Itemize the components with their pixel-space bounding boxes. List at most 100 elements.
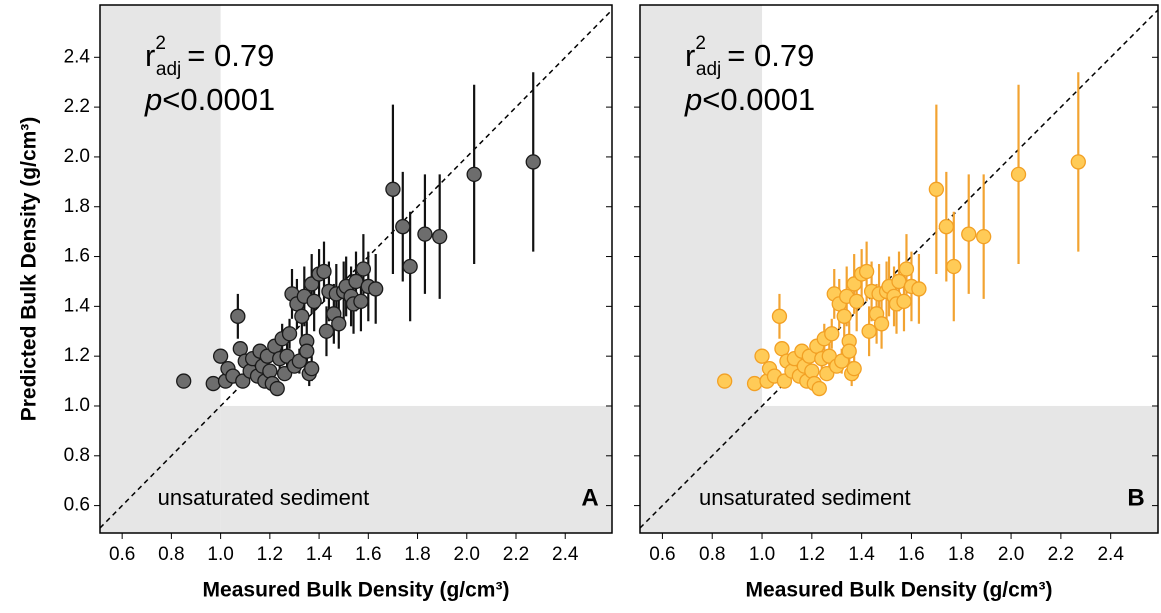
- point: [1070, 154, 1086, 170]
- stat-label: r2 adj = 0.79: [685, 33, 814, 80]
- point: [368, 281, 384, 297]
- p-label: p<0.0001: [684, 82, 815, 117]
- point: [281, 326, 298, 342]
- point: [212, 348, 229, 364]
- point: [294, 308, 310, 324]
- point: [306, 293, 322, 310]
- x-tick-label: 2.0: [998, 544, 1024, 565]
- point: [331, 316, 347, 332]
- x-tick-label: 1.6: [355, 544, 381, 565]
- x-tick-label: 1.0: [207, 544, 233, 565]
- x-tick-label: 1.2: [799, 544, 825, 565]
- point: [402, 258, 418, 275]
- y-tick-label: 1.2: [64, 345, 90, 366]
- point: [938, 219, 954, 235]
- point: [205, 375, 221, 392]
- shaded-region: [762, 405, 1158, 533]
- point: [896, 293, 912, 310]
- point: [841, 343, 857, 359]
- stat-sub: adj: [156, 59, 181, 80]
- point: [1010, 166, 1027, 183]
- x-axis-title: Measured Bulk Density (g/cm³): [203, 579, 510, 602]
- x-tick-label: 1.8: [948, 544, 974, 565]
- point: [898, 261, 915, 277]
- point: [846, 360, 862, 377]
- stat-sub: adj: [696, 59, 721, 80]
- point: [754, 348, 770, 364]
- y-tick-label: 0.8: [64, 445, 90, 466]
- y-tick-label: 1.6: [64, 246, 90, 267]
- point: [395, 219, 411, 235]
- point: [318, 323, 335, 339]
- x-tick-label: 1.0: [749, 544, 775, 565]
- region-label: unsaturated sediment: [158, 485, 370, 510]
- x-axis-title: Measured Bulk Density (g/cm³): [746, 579, 1053, 602]
- panel-label: A: [581, 484, 598, 511]
- point: [976, 228, 992, 245]
- point: [299, 343, 315, 359]
- x-tick-label: 0.6: [649, 544, 675, 565]
- point: [746, 375, 763, 392]
- p-label: p<0.0001: [144, 82, 275, 117]
- point: [176, 373, 192, 389]
- point: [911, 281, 927, 297]
- stat-sup: 2: [155, 33, 166, 54]
- plot-frame: [639, 4, 1159, 534]
- x-tick-label: 0.8: [699, 544, 725, 565]
- point: [961, 226, 977, 242]
- x-tick-label: 1.2: [257, 544, 283, 565]
- point: [355, 261, 372, 277]
- point: [771, 308, 788, 324]
- point: [466, 166, 482, 183]
- point: [432, 228, 448, 245]
- point: [873, 316, 890, 332]
- shaded-region: [220, 405, 612, 533]
- point: [525, 154, 541, 170]
- plot-frame: [99, 4, 613, 534]
- point: [946, 258, 962, 275]
- point: [269, 380, 285, 397]
- x-tick-label: 2.4: [1097, 544, 1124, 565]
- point: [861, 323, 877, 339]
- shaded-region: [100, 5, 221, 533]
- point: [353, 293, 369, 310]
- point: [385, 181, 401, 197]
- stat-sup: 2: [695, 33, 706, 54]
- p-value: <0.0001: [702, 82, 815, 117]
- x-tick-label: 1.8: [404, 544, 430, 565]
- panel-label: B: [1127, 484, 1144, 511]
- y-tick-label: 2.0: [64, 146, 90, 167]
- point: [230, 308, 246, 324]
- x-tick-label: 2.4: [552, 544, 579, 565]
- y-tick-label: 2.2: [64, 96, 90, 117]
- x-tick-label: 2.0: [454, 544, 480, 565]
- stat-base: r: [685, 38, 695, 73]
- x-tick-label: 0.8: [158, 544, 184, 565]
- y-axis-title: Predicted Bulk Density (g/cm³): [18, 117, 41, 422]
- shaded-region: [640, 5, 763, 533]
- panel: 0.6 0.8 1.0 1.2 1.4 1.6 1.8 2.0 2.2 2.4 r2 adj = 0.7…: [634, 4, 1159, 602]
- p-symbol: p: [684, 82, 702, 117]
- point: [811, 380, 827, 397]
- x-tick-label: 0.6: [109, 544, 135, 565]
- point: [717, 373, 733, 389]
- p-value: <0.0001: [162, 82, 275, 117]
- point: [316, 263, 332, 280]
- y-tick-label: 1.4: [64, 295, 91, 316]
- x-tick-label: 1.4: [306, 544, 333, 565]
- p-symbol: p: [144, 82, 162, 117]
- y-tick-label: 1.0: [64, 395, 90, 416]
- x-tick-label: 1.6: [898, 544, 924, 565]
- x-tick-label: 2.2: [1048, 544, 1074, 565]
- y-tick-label: 0.6: [64, 495, 90, 516]
- stat-value: = 0.79: [727, 38, 814, 73]
- point: [804, 363, 820, 379]
- stat-label: r2 adj = 0.79: [145, 33, 274, 80]
- point: [304, 360, 320, 377]
- panel: 0.6 0.8 1.0 1.2 1.4 1.6 1.8 2.0 2.2 2.4 0.6 0.8 1.0 1…: [18, 4, 613, 602]
- y-tick-label: 1.8: [64, 196, 90, 217]
- point: [928, 181, 945, 197]
- point: [262, 363, 278, 379]
- point: [858, 263, 875, 280]
